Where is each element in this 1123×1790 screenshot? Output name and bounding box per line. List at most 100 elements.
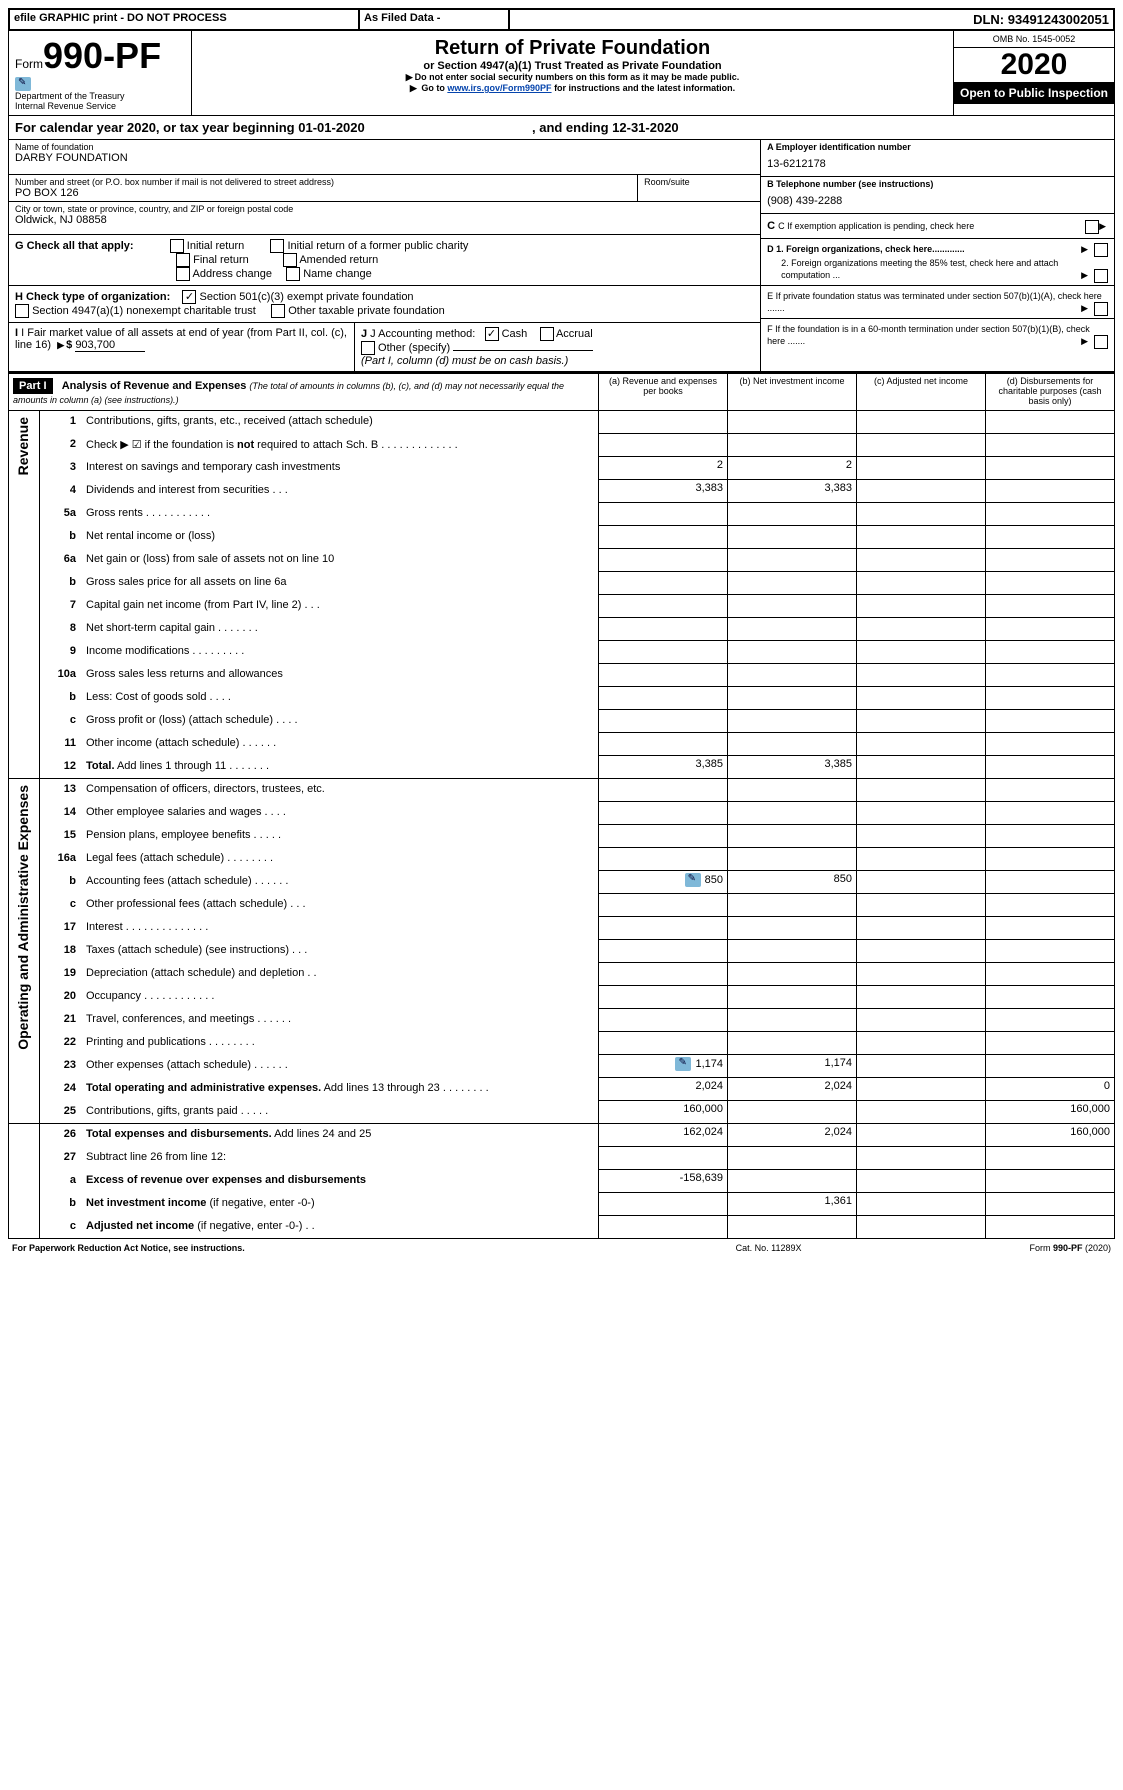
checkbox-501c3[interactable]: ✓ <box>182 290 196 304</box>
line-number: 21 <box>44 1011 82 1027</box>
line-text: Legal fees (attach schedule) . . . . . .… <box>82 850 594 866</box>
line-value-c <box>857 940 986 963</box>
line-value-a <box>599 687 728 710</box>
checkbox-final-return[interactable] <box>176 253 190 267</box>
line-value-b <box>728 894 857 917</box>
cal-mid: , and ending <box>532 120 612 135</box>
checkbox-name-change[interactable] <box>286 267 300 281</box>
part1-row: 6aNet gain or (loss) from sale of assets… <box>9 549 1115 572</box>
j-cash: Cash <box>502 328 528 340</box>
attachment-icon[interactable] <box>675 1057 691 1071</box>
line-value-c <box>857 1193 986 1216</box>
ein-label: A Employer identification number <box>767 142 1108 152</box>
checkbox-initial-former[interactable] <box>270 239 284 253</box>
checkbox-cash[interactable]: ✓ <box>485 327 499 341</box>
line-value-a <box>599 986 728 1009</box>
line-value-b: 1,174 <box>728 1055 857 1078</box>
line-value-c <box>857 641 986 664</box>
line-value-c <box>857 1055 986 1078</box>
line-value-d <box>986 526 1115 549</box>
line-value-d <box>986 480 1115 503</box>
line-number: 2 <box>44 436 82 453</box>
checkbox-initial-return[interactable] <box>170 239 184 253</box>
line-value-a <box>599 940 728 963</box>
dln-value: 93491243002051 <box>1008 12 1109 27</box>
part1-row: 5aGross rents . . . . . . . . . . . <box>9 503 1115 526</box>
checkbox-4947a1[interactable] <box>15 304 29 318</box>
line-value-b: 850 <box>728 871 857 894</box>
line-value-b <box>728 411 857 434</box>
part1-row: 22Printing and publications . . . . . . … <box>9 1032 1115 1055</box>
part1-row: 10aGross sales less returns and allowanc… <box>9 664 1115 687</box>
line-value-d <box>986 549 1115 572</box>
line-text: Total expenses and disbursements. Add li… <box>82 1126 594 1142</box>
line-value-b: 3,383 <box>728 480 857 503</box>
line-value-d <box>986 917 1115 940</box>
checkbox-exemption-pending[interactable] <box>1085 220 1099 234</box>
checkbox-foreign-org[interactable] <box>1094 243 1108 257</box>
form-title: Return of Private Foundation <box>198 37 947 60</box>
line-number: b <box>44 873 82 889</box>
form-link-icon[interactable] <box>15 77 31 91</box>
line-value-d <box>986 779 1115 802</box>
line-value-d <box>986 733 1115 756</box>
checkbox-other-taxable[interactable] <box>271 304 285 318</box>
line-value-c <box>857 1170 986 1193</box>
line-number: 4 <box>44 482 82 498</box>
line-text: Capital gain net income (from Part IV, l… <box>82 597 594 613</box>
g-opt-4: Address change <box>193 268 273 280</box>
line-value-d <box>986 802 1115 825</box>
checkbox-other-method[interactable] <box>361 341 375 355</box>
line-text: Check ▶ ☑ if the foundation is not requi… <box>82 436 594 453</box>
line-value-a: 850 <box>599 871 728 894</box>
line-text: Gross rents . . . . . . . . . . . <box>82 505 594 521</box>
top-bar: efile GRAPHIC print - DO NOT PROCESS As … <box>8 8 1115 31</box>
line-value-c <box>857 1216 986 1239</box>
line-number: 23 <box>44 1057 82 1073</box>
line-number: 25 <box>44 1103 82 1119</box>
line-number: 14 <box>44 804 82 820</box>
footer-mid: Cat. No. 11289X <box>667 1241 869 1255</box>
checkbox-85pct[interactable] <box>1094 269 1108 283</box>
checkbox-amended[interactable] <box>283 253 297 267</box>
part1-row: Revenue1Contributions, gifts, grants, et… <box>9 411 1115 434</box>
line-value-c <box>857 871 986 894</box>
line-text: Contributions, gifts, grants paid . . . … <box>82 1103 594 1119</box>
line-value-c <box>857 1101 986 1124</box>
foundation-name: DARBY FOUNDATION <box>15 152 754 164</box>
footer-right: Form 990-PF (2020) <box>870 1241 1115 1255</box>
checkbox-accrual[interactable] <box>540 327 554 341</box>
foundation-name-label: Name of foundation <box>15 142 754 152</box>
line-number: 19 <box>44 965 82 981</box>
line-value-d: 160,000 <box>986 1101 1115 1124</box>
instructions-link[interactable]: www.irs.gov/Form990PF <box>447 83 551 93</box>
part1-row: 27Subtract line 26 from line 12: <box>9 1147 1115 1170</box>
line-value-b <box>728 618 857 641</box>
line-text: Gross profit or (loss) (attach schedule)… <box>82 712 594 728</box>
line-value-a <box>599 963 728 986</box>
checkbox-address-change[interactable] <box>176 267 190 281</box>
line-value-b <box>728 595 857 618</box>
col-d-header: (d) Disbursements for charitable purpose… <box>986 373 1115 411</box>
line-value-d <box>986 848 1115 871</box>
line-number: c <box>44 1218 82 1234</box>
line-number: b <box>44 1195 82 1211</box>
attachment-icon[interactable] <box>685 873 701 887</box>
checkbox-507b1b[interactable] <box>1094 335 1108 349</box>
line-value-d <box>986 664 1115 687</box>
ssn-warning: Do not enter social security numbers on … <box>198 72 947 83</box>
checkbox-507b1a[interactable] <box>1094 302 1108 316</box>
tel-value: (908) 439-2288 <box>767 189 1108 211</box>
line-number: 24 <box>44 1080 82 1096</box>
line-number: 10a <box>44 666 82 682</box>
line-value-d <box>986 618 1115 641</box>
line-value-a <box>599 549 728 572</box>
line-value-d: 0 <box>986 1078 1115 1101</box>
line-value-a <box>599 572 728 595</box>
h-opt-2: Section 4947(a)(1) nonexempt charitable … <box>32 305 256 317</box>
line-number: 3 <box>44 459 82 475</box>
line-value-a <box>599 618 728 641</box>
line-text: Adjusted net income (if negative, enter … <box>82 1218 594 1234</box>
line-value-c <box>857 411 986 434</box>
part1-row: bLess: Cost of goods sold . . . . <box>9 687 1115 710</box>
